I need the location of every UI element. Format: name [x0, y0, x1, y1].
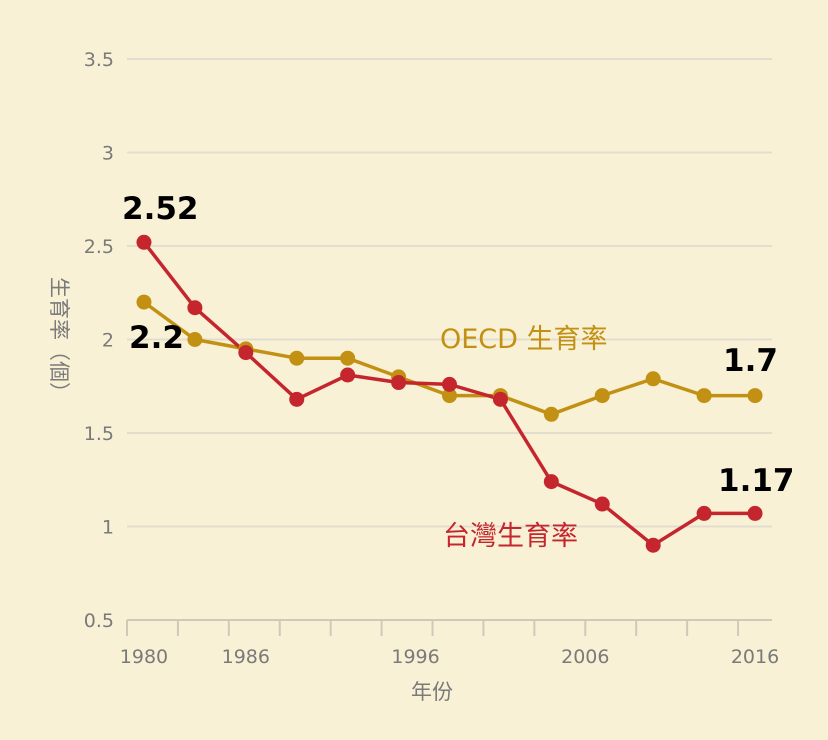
annotation-oecd-end: 1.7	[723, 343, 778, 379]
data-point-taiwan	[391, 375, 407, 391]
y-tick-label: 3	[102, 143, 114, 165]
oecd-series-label: OECD 生育率	[440, 324, 608, 355]
data-point-oecd	[543, 406, 559, 422]
x-tick-label: 1986	[222, 646, 270, 668]
annotation-taiwan-start: 2.52	[122, 191, 199, 227]
x-tick-label: 2006	[561, 646, 609, 668]
x-tick-label: 1980	[120, 646, 168, 668]
data-point-oecd	[187, 332, 203, 347]
data-point-taiwan	[543, 474, 559, 490]
x-tick-label: 1996	[391, 646, 439, 668]
x-tick-label: 2016	[731, 646, 779, 668]
y-tick-label: 3.5	[84, 49, 114, 71]
x-axis-title: 年份	[411, 680, 453, 704]
y-axis-title: 生育率（個）	[47, 277, 71, 403]
data-point-taiwan	[442, 376, 457, 392]
y-tick-label: 2	[102, 330, 114, 352]
data-point-oecd	[289, 350, 305, 366]
y-tick-label: 2.5	[84, 236, 114, 258]
data-point-taiwan	[289, 391, 305, 407]
data-point-taiwan	[594, 496, 610, 512]
annotation-taiwan-end: 1.17	[718, 463, 795, 499]
data-point-taiwan	[238, 345, 254, 361]
data-point-oecd	[442, 388, 457, 404]
y-axis-tick-labels: 0.5 1 1.5 2 2.5 3 3.5	[84, 49, 114, 632]
data-point-oecd	[594, 388, 610, 404]
data-point-oecd	[645, 371, 661, 387]
data-point-taiwan	[492, 391, 508, 407]
data-point-taiwan	[340, 367, 356, 383]
data-point-taiwan	[645, 537, 661, 553]
y-tick-label: 1	[102, 517, 114, 539]
series-group	[136, 234, 763, 553]
data-point-taiwan	[747, 505, 763, 521]
data-point-oecd	[696, 388, 712, 404]
data-point-taiwan	[136, 234, 152, 250]
grid-lines	[127, 58, 772, 528]
taiwan-series-label: 台灣生育率	[443, 521, 578, 552]
y-tick-label: 1.5	[84, 423, 114, 445]
y-tick-label: 0.5	[84, 610, 114, 632]
x-axis: 1980 1986 1996 2006 2016	[120, 619, 779, 668]
data-point-taiwan	[696, 505, 712, 521]
annotation-oecd-start: 2.2	[129, 320, 184, 356]
data-point-taiwan	[187, 300, 203, 316]
data-point-oecd	[136, 294, 152, 310]
data-point-oecd	[747, 388, 763, 404]
data-point-oecd	[340, 350, 356, 366]
